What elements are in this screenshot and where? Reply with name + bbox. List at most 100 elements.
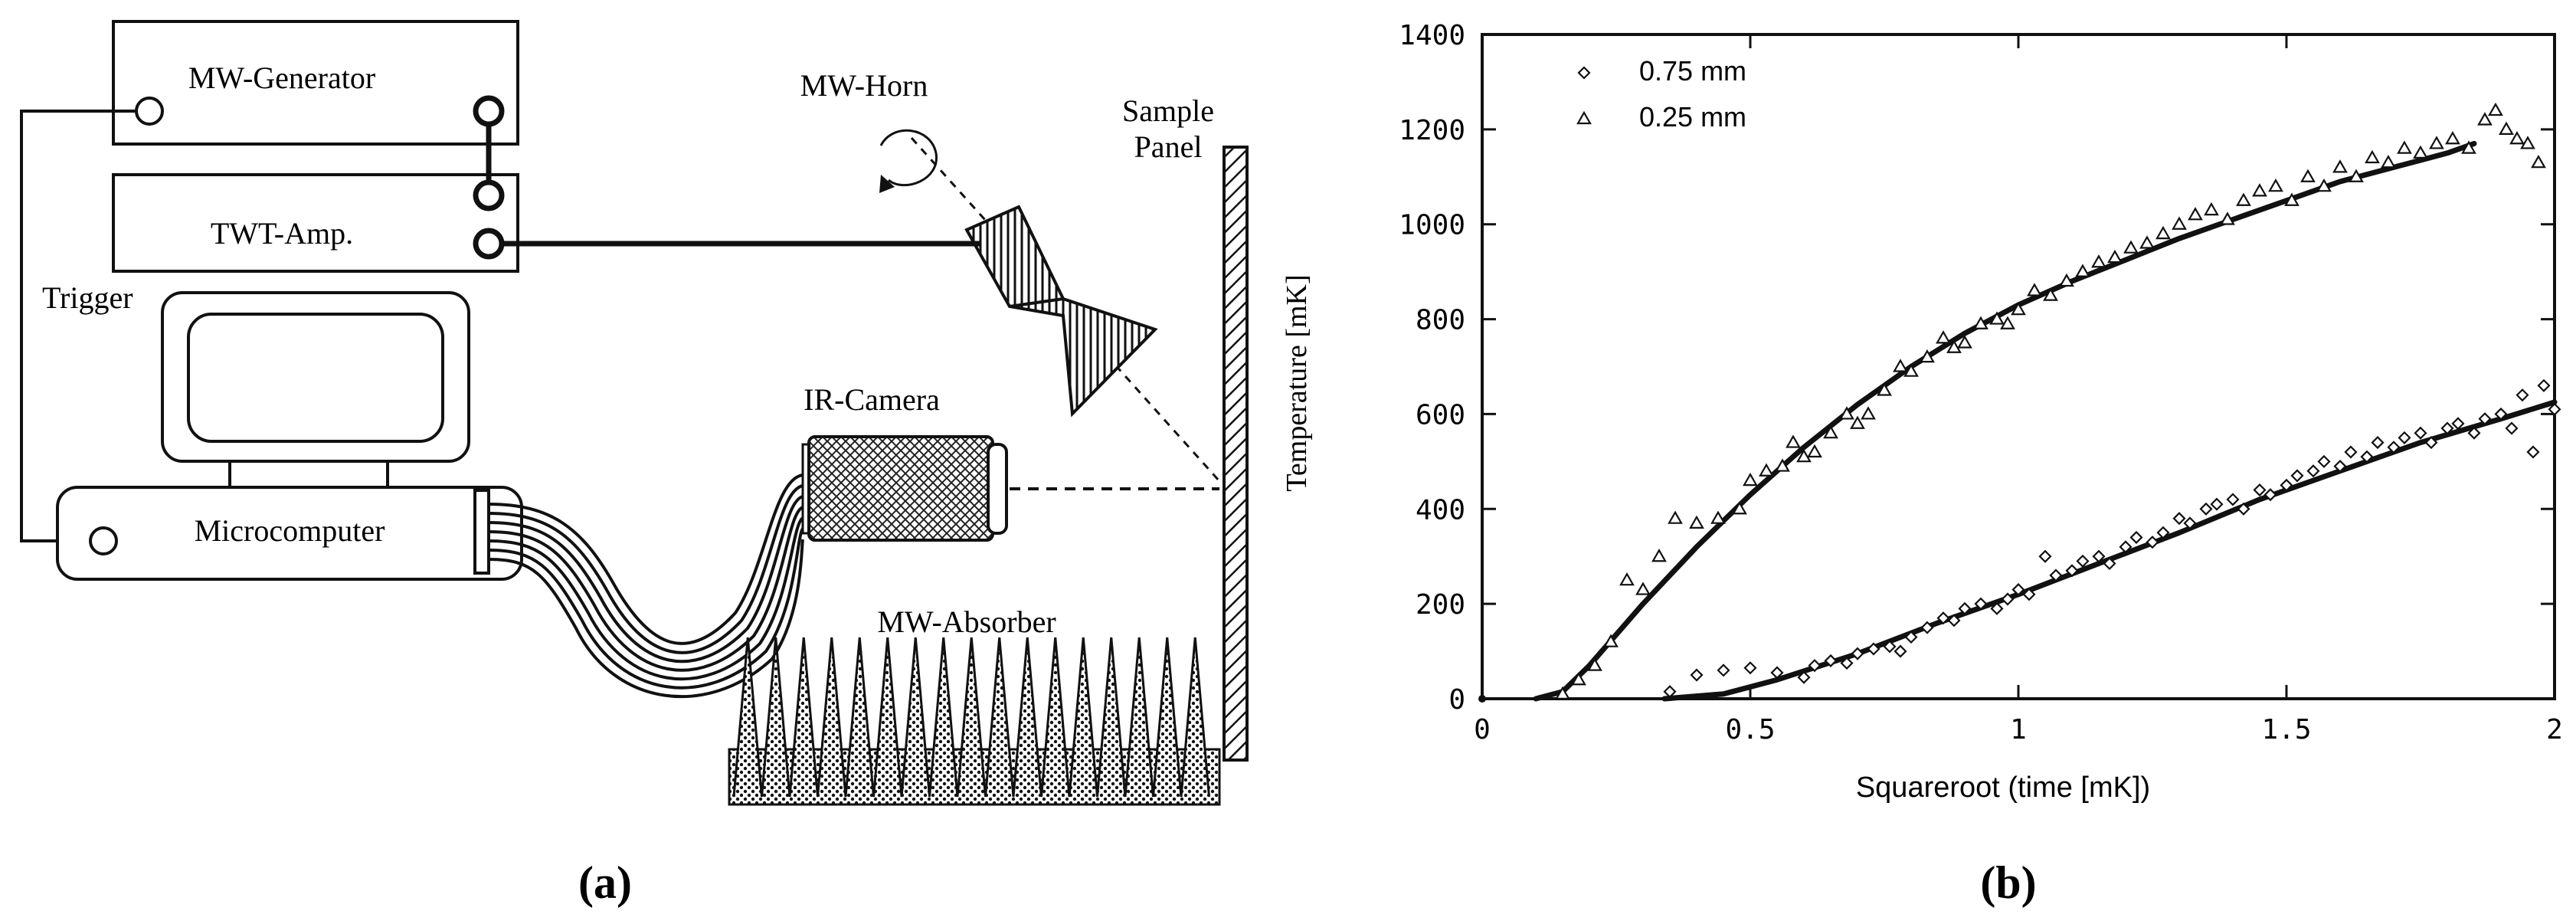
y-tick-label: 200: [1416, 589, 1465, 621]
data-point-triangle: [1903, 363, 1919, 377]
fit-curve: [1661, 399, 2558, 702]
series-triangle: [1533, 102, 2546, 702]
data-point-diamond: [1577, 66, 1591, 80]
data-point-triangle: [2365, 149, 2380, 164]
data-point-triangle: [2027, 283, 2042, 297]
data-point-triangle: [2188, 207, 2203, 221]
data-point-triangle: [1576, 110, 1592, 125]
data-point-triangle: [2172, 216, 2187, 230]
data-point-triangle: [2000, 316, 2015, 329]
y-axis-ticks: 0 200 400 600 800 1000 1200 1400: [1399, 20, 2555, 716]
data-point-triangle: [2155, 225, 2171, 240]
data-point-diamond: [2049, 568, 2063, 582]
data-point-triangle: [2043, 287, 2058, 301]
mw-generator-box: MW-Generator: [112, 20, 519, 146]
data-point-triangle: [1743, 472, 1758, 487]
data-point-diamond: [2414, 426, 2427, 440]
data-point-triangle: [1796, 448, 1812, 463]
data-point-diamond: [1974, 597, 1988, 611]
data-point-triangle: [1957, 335, 1972, 349]
data-point-triangle: [1555, 686, 1570, 700]
data-point-triangle: [1732, 501, 1747, 515]
data-point-triangle: [1839, 406, 1854, 420]
data-point-diamond: [1851, 647, 1864, 660]
data-point-triangle: [2429, 136, 2444, 149]
data-point-diamond: [1663, 685, 1677, 699]
output-port-amp: [473, 228, 505, 260]
data-point-triangle: [2091, 254, 2106, 268]
mw-absorber-label: MW-Absorber: [877, 605, 1056, 639]
legend-label: 0.25 mm: [1639, 101, 1746, 133]
temperature-chart: 0 200 400 600 800 1000 1200 1400 0 0.5 1 1.5 2 0.75…: [1281, 20, 2563, 908]
y-tick-label: 1000: [1399, 210, 1465, 241]
data-point-triangle: [2316, 178, 2332, 192]
data-point-diamond: [2494, 407, 2508, 421]
y-tick-label: 400: [1416, 494, 1465, 526]
data-point-diamond: [2280, 478, 2293, 492]
data-point-diamond: [2076, 554, 2090, 568]
microcomputer-label: Microcomputer: [195, 513, 385, 548]
data-point-triangle: [1619, 572, 1635, 586]
data-point-diamond: [2210, 497, 2224, 511]
data-point-triangle: [2520, 136, 2535, 149]
data-point-diamond: [2344, 445, 2358, 459]
data-point-triangle: [1786, 434, 1801, 448]
data-point-diamond: [2146, 536, 2159, 549]
data-point-diamond: [2317, 454, 2331, 468]
data-point-triangle: [1936, 330, 1951, 344]
output-port-generator: [473, 95, 505, 127]
data-point-diamond: [2360, 450, 2374, 464]
data-point-diamond: [2398, 431, 2411, 444]
data-point-triangle: [1850, 415, 1865, 429]
data-point-diamond: [2129, 530, 2143, 544]
data-point-diamond: [1936, 611, 1950, 625]
data-point-diamond: [2387, 441, 2401, 454]
camera-ribbon-cable: [488, 473, 804, 699]
data-point-diamond: [2183, 516, 2197, 530]
data-point-diamond: [1770, 666, 1784, 680]
data-point-diamond: [2253, 483, 2267, 497]
data-point-diamond: [1797, 670, 1811, 684]
data-point-diamond: [1867, 642, 1880, 656]
data-point-triangle: [2300, 169, 2316, 182]
panel-a-label: (a): [578, 857, 632, 908]
x-tick-label: 0.5: [1725, 714, 1775, 745]
legend-label: 0.75 mm: [1639, 55, 1746, 87]
horn-beam-line: [910, 136, 1221, 483]
data-point-triangle: [2123, 240, 2139, 254]
series-layer: [1478, 102, 2561, 703]
data-point-diamond: [1990, 601, 2004, 615]
mw-horn: MW-Horn: [800, 68, 1221, 483]
data-point-triangle: [2488, 102, 2503, 116]
data-point-triangle: [2332, 159, 2348, 173]
data-point-diamond: [2548, 402, 2561, 416]
data-point-triangle: [1893, 359, 1908, 372]
data-point-triangle: [1635, 582, 1651, 595]
data-point-triangle: [2204, 202, 2219, 216]
data-point-diamond: [2011, 583, 2025, 597]
x-tick-label: 2: [2546, 714, 2563, 745]
data-point-triangle: [2413, 145, 2428, 159]
data-point-triangle: [2284, 192, 2299, 206]
data-point-diamond: [2478, 412, 2492, 426]
camera-port: [473, 489, 490, 575]
rotation-arrowhead: [879, 175, 895, 193]
data-point-triangle: [1823, 424, 1838, 439]
data-point-diamond: [1717, 664, 1730, 677]
data-point-diamond: [2237, 502, 2250, 516]
data-point-diamond: [1958, 601, 1972, 615]
data-point-triangle: [1877, 382, 1892, 396]
data-point-triangle: [2075, 264, 2090, 277]
x-axis-ticks: 0 0.5 1 1.5 2: [1474, 34, 2563, 745]
data-point-diamond: [2263, 488, 2277, 502]
trigger-port-computer: [89, 526, 118, 555]
panel-b-label: (b): [1980, 857, 2036, 908]
data-point-triangle: [1689, 515, 1704, 529]
rotation-arrow: [879, 129, 938, 187]
data-point-diamond: [2537, 378, 2551, 392]
data-point-diamond: [1883, 640, 1897, 654]
y-tick-label: 800: [1416, 305, 1465, 336]
sample-panel-label-1: Sample: [1122, 93, 1214, 128]
sample-panel-label-2: Panel: [1134, 129, 1203, 164]
data-point-diamond: [1808, 659, 1822, 673]
